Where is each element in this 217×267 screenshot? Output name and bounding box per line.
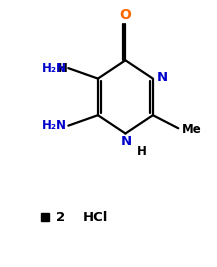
Text: Me: Me: [181, 123, 201, 136]
Text: H₂N: H₂N: [42, 62, 67, 75]
Text: N: N: [157, 71, 168, 84]
Text: H: H: [137, 145, 147, 158]
Text: H₂N: H₂N: [42, 119, 67, 132]
Text: HCl: HCl: [83, 211, 108, 224]
Text: N: N: [121, 135, 132, 148]
Text: O: O: [120, 8, 131, 22]
Text: 2: 2: [56, 211, 65, 224]
Text: H: H: [57, 62, 67, 75]
